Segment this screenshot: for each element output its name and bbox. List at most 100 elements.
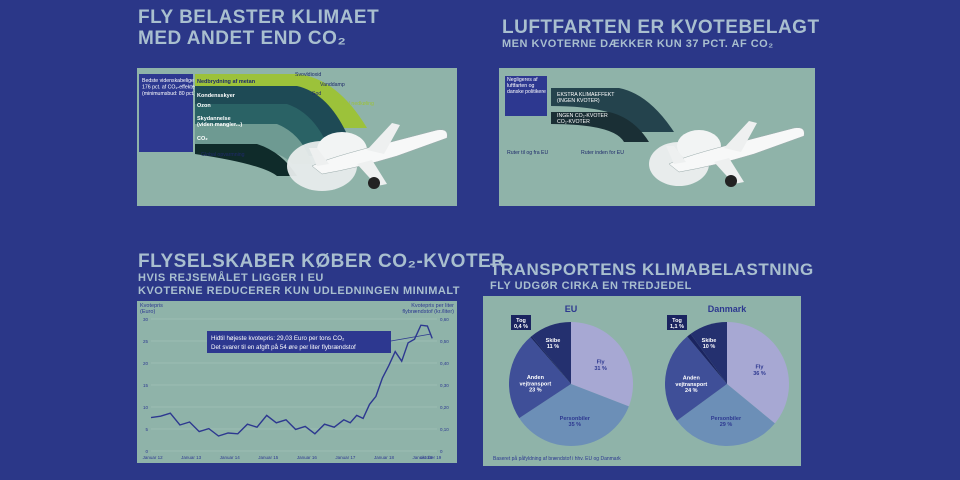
pie-slice [690, 322, 727, 384]
x-tick-label: oktober 19 [420, 455, 442, 460]
pie-slice-label: Skibe 11 % [546, 338, 561, 350]
pie-slice [571, 322, 633, 407]
y-tick-label: 0 [145, 449, 148, 454]
q2-side-text: Negligeres af luftfarten og danske polit… [507, 77, 546, 96]
kvotepris-line-chart: Kvotepris (Euro) Kvotepris per liter flybr… [140, 303, 454, 460]
annotation-line2: Det svarer til en afgift på 54 øre per l… [211, 344, 356, 351]
q4-title: TRANSPORTENS KLIMABELASTNING [490, 260, 814, 279]
y-tick-label: 20 [143, 361, 149, 366]
label-nedkoling: Global nedkøling [335, 101, 374, 107]
q2-illustration: Negligeres af luftfarten og danske polit… [505, 76, 805, 187]
q4-title-block: TRANSPORTENS KLIMABELASTNING FLY UDGØR C… [490, 259, 814, 293]
label-sod: Sod [312, 91, 321, 97]
y-tick-label: 25 [143, 339, 149, 344]
q4-footnote: Baseret på påfyldning af brændstof i hhv… [493, 455, 621, 462]
x-tick-label: Januar 12 [143, 455, 164, 460]
band-label-kondens: Kondensskyer [197, 93, 236, 99]
kvotepris-series-line [150, 324, 433, 437]
q1-title: FLY BELASTER KLIMAET MED ANDET END CO₂ [138, 7, 379, 49]
y-tick-label: 10 [143, 405, 149, 410]
x-tick-label: Januar 13 [181, 455, 202, 460]
x-tick-label: Januar 16 [297, 455, 318, 460]
pie-slice-label: Anden vejtransport 23 % [519, 375, 551, 393]
pie-slice [676, 384, 775, 446]
pie-slice [530, 336, 571, 384]
band-label-co2: CO₂ [197, 136, 208, 142]
y2-tick-label: 0,20 [440, 405, 449, 410]
pie-slice [519, 384, 629, 446]
annotation-pointer [390, 333, 432, 342]
pie-eu-title: EU [565, 304, 578, 314]
q2-subtitle: MEN KVOTERNE DÆKKER KUN 37 PCT. AF CO₂ [502, 38, 774, 50]
q2-title: LUFTFARTEN ER KVOTEBELAGT [502, 17, 820, 38]
q1-panel: Bedste videnskabelige bud: 176 pct. af CO… [136, 67, 458, 207]
q3-subtitle1: HVIS REJSEMÅLET LIGGER I EU [138, 272, 324, 284]
q1-title-line2: MED ANDET END CO₂ [138, 28, 347, 49]
y2-tick-label: 0,50 [440, 339, 449, 344]
y2-tick-label: 0,40 [440, 361, 449, 366]
y2-tick-label: 0,60 [440, 317, 449, 322]
y-tick-label: 30 [143, 317, 149, 322]
pie-slice [687, 333, 727, 384]
q2-band-extra [551, 88, 674, 132]
x-ticks: Januar 12 Januar 13 Januar 14 Januar 15 Janu… [143, 455, 442, 460]
q1-title-line1: FLY BELASTER KLIMAET [138, 7, 380, 28]
q1-airplane-icon [309, 123, 448, 189]
pie-dk-title: Danmark [708, 304, 748, 314]
q4-panel: EU Danmark Fly 31 % Personbiler 35 % Anden ve… [482, 295, 802, 467]
x-tick-label: Januar 18 [374, 455, 395, 460]
y-ticks: 0 5 10 15 20 25 30 [143, 317, 149, 454]
band-label-sky: Skydannelse (viden mangler...) [197, 116, 242, 128]
label-opvarmning: Global opvarmning [201, 152, 245, 158]
pie-slice-label: Personbiler 35 % [560, 416, 591, 428]
label-vanddamp: Vanddamp [320, 82, 345, 88]
y-tick-label: 5 [145, 427, 148, 432]
q3-title: FLYSELSKABER KØBER CO₂-KVOTER [138, 251, 506, 272]
q2-side-box [505, 76, 547, 116]
pie-slice-label: Fly 36 % [753, 365, 766, 377]
chart-grid [151, 318, 437, 452]
co2-band [195, 144, 297, 176]
q2-route-in: Ruter inden for EU [581, 150, 624, 156]
band-label-ozon: Ozon [197, 103, 211, 109]
x-tick-label: Januar 17 [335, 455, 356, 460]
q2-route-eu: Ruter til og fra EU [507, 150, 548, 156]
pie-slice-label: Tog 1,1 % [670, 318, 684, 330]
q1-side-text: Bedste videnskabelige bud: 176 pct. af CO… [142, 78, 205, 97]
pie-eu: Fly 31 % Personbiler 35 % Anden vejtransport 2… [509, 315, 633, 446]
label-svovl: Svovldioxid [295, 72, 321, 78]
x-tick-label: Januar 19 [413, 455, 434, 460]
q4-subtitle: FLY UDGØR CIRKA EN TREDJEDEL [490, 280, 692, 292]
transport-pie-charts: EU Danmark Fly 31 % Personbiler 35 % Anden ve… [493, 304, 789, 462]
y2-tick-label: 0,30 [440, 383, 449, 388]
x-tick-label: Januar 14 [220, 455, 241, 460]
q1-illustration: Bedste videnskabelige bud: 176 pct. af CO… [139, 72, 448, 191]
q2-band-kvoter [551, 112, 649, 142]
q2-band1-label: EKSTRA KLIMAEFFEKT (INGEN KVOTER) [557, 92, 615, 104]
pie-slice-label: Personbiler 29 % [711, 416, 742, 428]
q3-title-block: FLYSELSKABER KØBER CO₂-KVOTER HVIS REJSE… [138, 251, 505, 298]
tog-label-box [667, 315, 687, 330]
pie-slice-label: Skibe 10 % [702, 338, 717, 350]
pie-slice [727, 322, 789, 424]
y2-tick-label: 0,10 [440, 427, 449, 432]
annotation-box [207, 331, 391, 353]
q3-subtitle2: KVOTERNE REDUCERER KUN UDLEDNINGEN MINIM… [138, 285, 460, 297]
tog-label-box [511, 315, 531, 330]
q2-panel: Negligeres af luftfarten og danske polit… [498, 67, 816, 207]
pie-slice [665, 336, 727, 421]
band-label-metan: Nedbrydning af metan [197, 79, 256, 85]
y2-ticks: 0 0,10 0,20 0,30 0,40 0,50 0,60 [440, 317, 449, 454]
y-tick-label: 15 [143, 383, 149, 388]
q2-title-block: LUFTFARTEN ER KVOTEBELAGT MEN KVOTERNE D… [502, 17, 820, 51]
y2-tick-label: 0 [440, 449, 443, 454]
y-axis-label: Kvotepris (Euro) [140, 303, 163, 315]
pie-dk: Fly 36 % Personbiler 29 % Anden vejtransport 2… [665, 315, 789, 446]
y2-axis-label: Kvotepris per liter flybrændstof (kr./lit… [402, 303, 454, 315]
pie-slice-label: Tog 0,4 % [514, 318, 528, 330]
annotation-line1: Hidtil højeste kvotepris: 29,03 Euro per… [211, 335, 345, 342]
q2-airplane-icon [666, 121, 805, 187]
pie-slice-label: Fly 31 % [594, 360, 607, 372]
q2-band2-label: INGEN CO₂-KVOTER CO₂-KVOTER [557, 113, 608, 125]
q1-side-box [139, 74, 193, 152]
